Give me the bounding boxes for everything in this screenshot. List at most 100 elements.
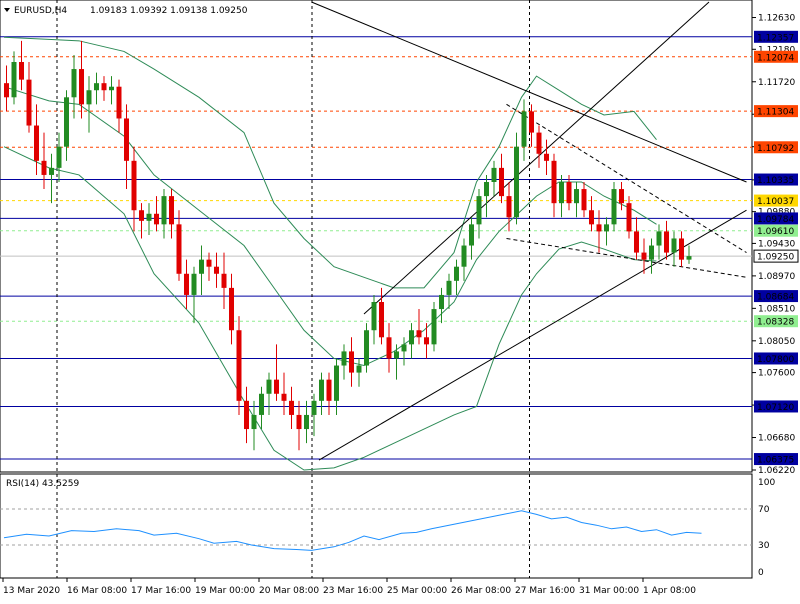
candle-body xyxy=(139,210,144,221)
time-tick-label: 25 Mar 00:00 xyxy=(387,586,447,596)
candle-body xyxy=(19,62,24,80)
candle-body xyxy=(34,125,39,161)
candle-body xyxy=(356,365,362,373)
candle-body xyxy=(544,153,549,161)
trend-line xyxy=(506,103,747,254)
price-tick-label: 1.11720 xyxy=(758,78,795,88)
candle-body xyxy=(199,259,204,274)
candle-body xyxy=(184,273,189,295)
candle-body xyxy=(176,224,182,274)
candle-body xyxy=(221,273,227,288)
candle-body xyxy=(169,196,174,225)
candle-body xyxy=(589,210,594,225)
current-price-label: 1.09250 xyxy=(757,253,794,263)
price-tick-label: 1.07600 xyxy=(758,369,795,379)
candle-body xyxy=(439,294,444,310)
level-label: 1.12357 xyxy=(757,33,794,43)
price-tick-label: 1.06680 xyxy=(758,434,795,444)
candle-body xyxy=(424,337,429,345)
candle-body xyxy=(371,302,377,331)
candle-body xyxy=(214,266,219,274)
price-tick-label: 1.08510 xyxy=(758,304,795,314)
price-tick-label: 1.12630 xyxy=(758,14,795,24)
time-tick-label: 26 Mar 08:00 xyxy=(451,586,511,596)
level-label-bg xyxy=(754,105,798,118)
candle-body xyxy=(4,83,9,98)
candle-body xyxy=(161,196,167,225)
level-labels: 1.12357 1.12074 1.11304 1.10792 1.10335 1.100… xyxy=(753,30,799,466)
level-label: 1.08328 xyxy=(757,318,794,328)
level-label: 1.08684 xyxy=(757,293,794,303)
candle-body xyxy=(431,309,437,345)
time-tick-label: 20 Mar 08:00 xyxy=(259,586,319,596)
candle-body xyxy=(86,90,92,105)
time-tick-label: 19 Mar 00:00 xyxy=(195,586,255,596)
candle-body xyxy=(446,280,452,295)
current-price-label-bg xyxy=(753,249,799,263)
candle-body xyxy=(154,213,159,225)
candle-body xyxy=(499,167,504,197)
candle-body xyxy=(124,118,129,161)
time-tick-label: 31 Mar 00:00 xyxy=(579,586,639,596)
ohlc-label: 1.09183 1.09392 1.09138 1.09250 xyxy=(90,6,248,16)
candle-body xyxy=(56,146,62,168)
candle-body xyxy=(319,379,324,401)
candle-body xyxy=(604,224,609,232)
candle-body xyxy=(251,414,257,430)
level-label: 1.10335 xyxy=(757,176,794,186)
level-label-bg xyxy=(754,352,798,365)
price-tick-label: 1.08050 xyxy=(758,337,795,347)
level-label-bg xyxy=(754,315,798,328)
candle-body xyxy=(634,231,639,253)
candle-body xyxy=(146,213,152,221)
candle-body xyxy=(566,182,572,204)
candle-body xyxy=(581,189,587,211)
candle-body xyxy=(101,83,107,91)
trend-line xyxy=(506,237,747,278)
time-tick-label: 23 Mar 16:00 xyxy=(323,586,383,596)
candle-body xyxy=(574,189,579,204)
level-label-bg xyxy=(754,290,798,303)
candle-body xyxy=(514,146,519,218)
chart-title: EURUSD,H4 1.09183 1.09392 1.09138 1.0925… xyxy=(4,6,248,16)
candle-body xyxy=(484,182,489,197)
price-tick-label: 1.09430 xyxy=(758,239,795,249)
trend-line xyxy=(363,1,710,315)
rsi-plot-frame xyxy=(0,473,753,579)
candle-body xyxy=(266,379,272,394)
candle-body xyxy=(656,231,662,246)
candle-body xyxy=(304,414,309,430)
candle-body xyxy=(41,160,47,175)
candle-body xyxy=(49,167,54,175)
candle-body xyxy=(326,379,332,401)
candle-body xyxy=(131,160,137,211)
candle-body xyxy=(334,365,339,401)
rsi-tick-label: 100 xyxy=(758,478,775,488)
candle-body xyxy=(409,330,414,345)
candle-body xyxy=(641,252,647,260)
candle-body xyxy=(349,351,354,373)
time-tick-label: 16 Mar 08:00 xyxy=(67,586,127,596)
symbol-label: EURUSD,H4 xyxy=(14,6,67,16)
bollinger-lower xyxy=(3,146,657,471)
price-tick-label: 1.08970 xyxy=(758,272,795,282)
level-label: 1.10037 xyxy=(757,197,794,207)
level-label: 1.10792 xyxy=(757,144,794,154)
vertical-markers xyxy=(56,0,530,578)
time-axis: 13 Mar 2020 16 Mar 08:00 17 Mar 16:00 19 Ma… xyxy=(2,578,696,596)
candle-body xyxy=(461,245,467,267)
rsi-line xyxy=(3,510,702,551)
price-tick-label: 1.12180 xyxy=(758,45,795,55)
level-label-bg xyxy=(754,212,798,225)
candle-body xyxy=(476,196,482,225)
rsi-tick-label: 30 xyxy=(758,541,770,551)
candle-body xyxy=(394,351,399,359)
level-label: 1.12074 xyxy=(757,53,794,63)
level-label: 1.11304 xyxy=(757,108,794,118)
candle-body xyxy=(289,400,294,415)
collapse-triangle-icon[interactable] xyxy=(4,8,10,12)
time-tick-label: 1 Apr 08:00 xyxy=(643,586,696,596)
rsi-indicator: 100 70 30 0 xyxy=(0,478,775,578)
